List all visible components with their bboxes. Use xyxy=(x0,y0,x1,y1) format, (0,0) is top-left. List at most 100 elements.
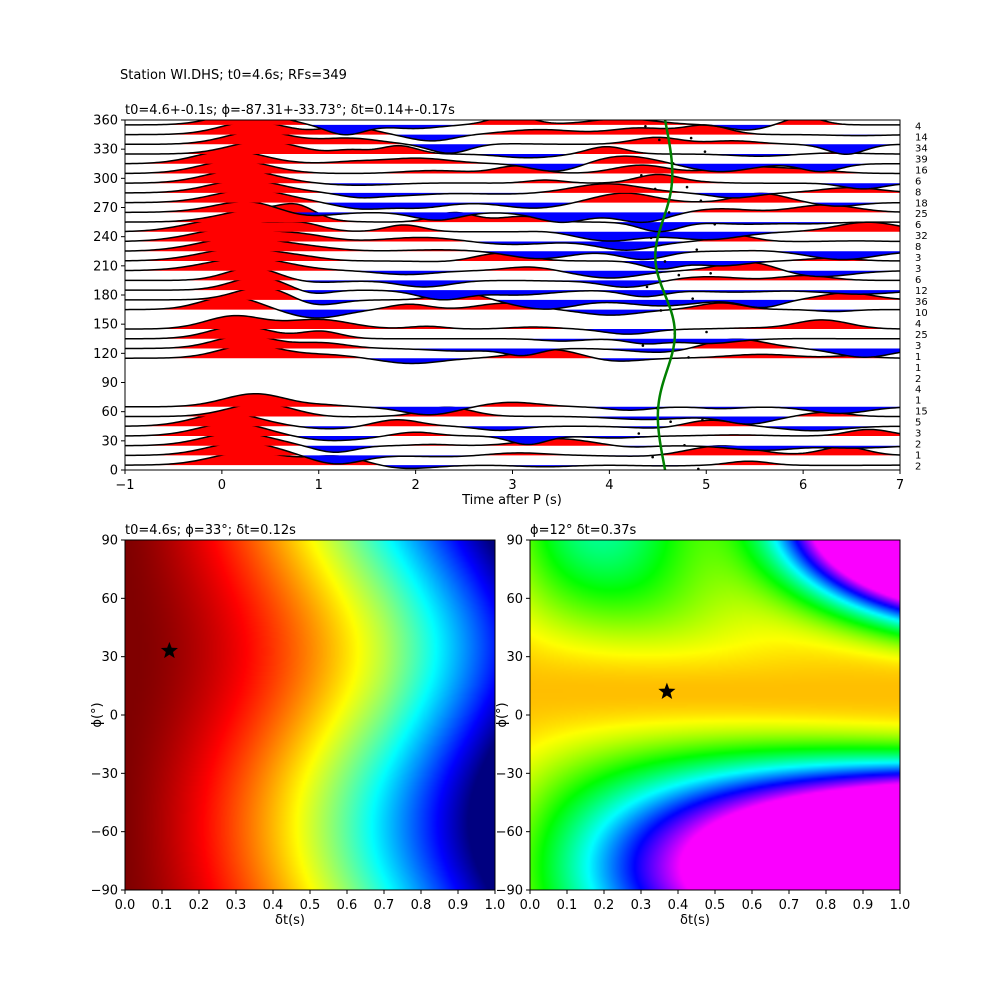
x-tick-label: 0.1 xyxy=(557,898,578,913)
grid-left-x-label: δt(s) xyxy=(275,913,305,928)
x-tick-label: 0.4 xyxy=(668,898,689,913)
x-tick-label: 1.0 xyxy=(890,898,911,913)
trace-positive-fill xyxy=(125,131,900,145)
bin-count: 14 xyxy=(915,132,928,143)
trace-positive-fill xyxy=(125,121,900,135)
y-tick-label: −60 xyxy=(91,825,118,840)
bin-count: 2 xyxy=(915,440,921,451)
x-tick-label: 1.0 xyxy=(485,898,506,913)
pick-dot xyxy=(641,344,645,347)
grid-right-x-label: δt(s) xyxy=(680,913,710,928)
bin-count: 18 xyxy=(915,198,928,209)
x-tick-label: 0.6 xyxy=(337,898,358,913)
grid-right-heatmap xyxy=(530,540,900,890)
y-tick-label: 330 xyxy=(93,143,118,158)
best-fit-star-icon xyxy=(160,641,178,659)
x-tick-label: 0.2 xyxy=(594,898,615,913)
pick-dot xyxy=(640,173,643,177)
x-tick-label: 0.0 xyxy=(115,898,136,913)
y-tick-label: 300 xyxy=(93,172,118,187)
grid-right-x-axis: 0.0 0.1 0.2 0.3 0.4 0.5 0.6 0.7 0.8 0.9 1.0 xyxy=(520,890,911,913)
bin-count: 32 xyxy=(915,231,928,242)
trace-positive-fill xyxy=(125,422,900,436)
y-tick-label: 0 xyxy=(515,709,523,724)
trace-negative-fill xyxy=(125,338,900,344)
trace-negative-fill xyxy=(125,144,900,155)
y-tick-label: 30 xyxy=(101,434,118,449)
trace-negative-fill xyxy=(125,260,900,270)
bin-count: 12 xyxy=(915,286,928,297)
x-tick-label: 1 xyxy=(315,478,323,493)
y-tick-label: 90 xyxy=(506,534,523,549)
y-tick-label: −90 xyxy=(91,884,118,899)
trace-positive-fill xyxy=(125,120,900,125)
wiggle-x-label: Time after P (s) xyxy=(461,493,562,508)
trace-positive-fill xyxy=(125,296,900,310)
bin-count: 1 xyxy=(915,396,921,407)
grid-left-heatmap xyxy=(125,540,495,890)
y-tick-label: 120 xyxy=(93,347,118,362)
grid-right-title: ϕ=12° δt=0.37s xyxy=(530,523,637,538)
pick-dot xyxy=(637,432,641,435)
x-tick-label: 0.8 xyxy=(816,898,837,913)
x-tick-label: 0.9 xyxy=(448,898,469,913)
bin-count: 2 xyxy=(915,374,921,385)
pick-dot xyxy=(687,356,690,359)
bin-count: 16 xyxy=(915,165,928,176)
pick-dot xyxy=(709,271,712,275)
bin-count: 2 xyxy=(915,462,921,473)
bin-count: 3 xyxy=(915,264,921,275)
y-tick-label: 90 xyxy=(101,534,118,549)
grid-left-x-axis: 0.0 0.1 0.2 0.3 0.4 0.5 0.6 0.7 0.8 0.9 1.0 xyxy=(115,890,506,913)
x-tick-label: 0.3 xyxy=(226,898,247,913)
trace-positive-fill xyxy=(125,344,900,359)
figure-suptitle: Station WI.DHS; t0=4.6s; RFs=349 xyxy=(120,68,347,83)
y-tick-label: 210 xyxy=(93,259,118,274)
x-tick-label: −1 xyxy=(115,478,134,493)
grid-left-y-axis: −90 −60 −30 0 30 60 90 xyxy=(91,534,125,899)
bin-count: 1 xyxy=(915,451,921,462)
pick-dot xyxy=(697,467,700,470)
trace-positive-fill xyxy=(125,393,900,407)
trace-line xyxy=(125,314,900,335)
bin-count: 39 xyxy=(915,154,928,165)
y-tick-label: −30 xyxy=(91,767,118,782)
grid-search-right-panel: ϕ=12° δt=0.37s 0.0 0.1 0.2 0.3 0.4 0.5 0.6 0.7 0… xyxy=(495,523,910,928)
pick-dot xyxy=(658,138,661,142)
trace-positive-fill xyxy=(125,218,900,232)
trace-negative-fill xyxy=(125,270,900,279)
pick-dot xyxy=(691,297,694,300)
trace-line xyxy=(125,120,900,136)
pick-dot xyxy=(701,418,704,422)
x-tick-label: 0.5 xyxy=(300,898,321,913)
trace-positive-fill xyxy=(125,287,900,300)
y-tick-label: 270 xyxy=(93,201,118,216)
pick-dot xyxy=(645,285,649,289)
bin-count: 6 xyxy=(915,275,921,286)
trace-positive-fill xyxy=(125,403,900,417)
trace-negative-fill xyxy=(125,455,900,464)
pick-dot xyxy=(695,248,699,251)
bin-count-labels: 2123515142113254103612633832625188616393… xyxy=(915,122,928,473)
bin-count: 4 xyxy=(915,122,921,133)
trace-positive-fill xyxy=(125,228,900,242)
pick-dot xyxy=(677,273,681,277)
y-tick-label: −60 xyxy=(496,825,523,840)
grid-left-y-label: ϕ(°) xyxy=(90,702,105,727)
trace-negative-fill xyxy=(125,241,900,251)
trace-positive-fill xyxy=(125,413,900,427)
bin-count: 4 xyxy=(915,385,921,396)
wiggle-panel-title: t0=4.6+-0.1s; ϕ=-87.31+-33.73°; δt=0.14+… xyxy=(125,103,455,118)
pick-dot xyxy=(699,199,703,202)
pick-dot xyxy=(703,150,707,153)
trace-positive-fill xyxy=(125,335,900,349)
bin-count: 34 xyxy=(915,143,928,154)
y-tick-label: 0 xyxy=(110,709,118,724)
wiggle-traces xyxy=(125,120,900,470)
bin-count: 25 xyxy=(915,330,928,341)
trace-negative-fill xyxy=(125,348,900,358)
wiggle-panel: t0=4.6+-0.1s; ϕ=-87.31+-33.73°; δt=0.14+… xyxy=(93,103,928,508)
y-tick-label: 180 xyxy=(93,289,118,304)
bin-count: 6 xyxy=(915,176,921,187)
pick-dot xyxy=(667,211,671,214)
